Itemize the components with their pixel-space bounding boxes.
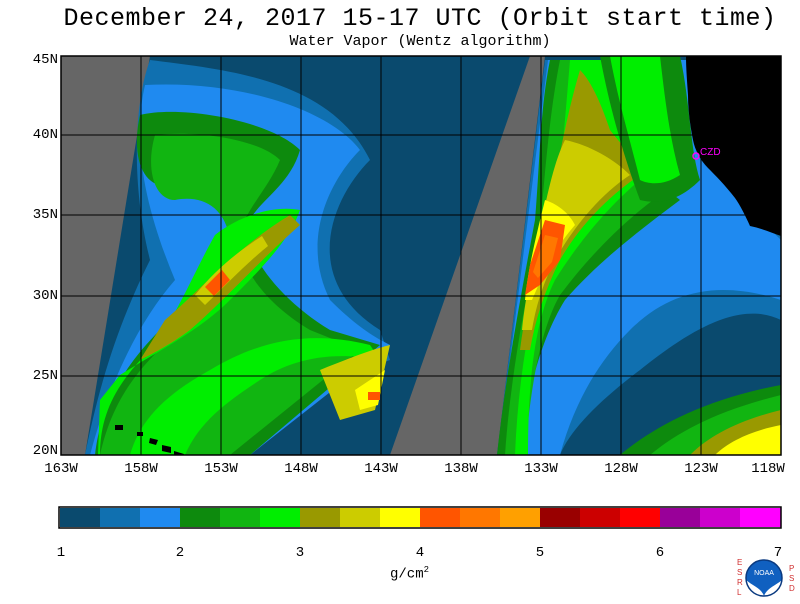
colorbar-tick-6: 6: [655, 545, 665, 561]
colorbar-swatch: [540, 508, 581, 527]
map-image: [61, 56, 781, 455]
colorbar-tick-4: 4: [415, 545, 425, 561]
lon-label-158w: 158W: [124, 461, 158, 477]
lat-label-45n: 45N: [32, 52, 58, 68]
colorbar-swatch: [420, 508, 461, 527]
colorbar-swatch: [340, 508, 381, 527]
east-orange-core: [533, 235, 558, 278]
hawaii-islands: [115, 425, 184, 455]
colorbar-swatch: [460, 508, 501, 527]
station-czd-label: CZD: [700, 147, 721, 158]
logo-letter-d: D: [789, 584, 795, 593]
lon-label-143w: 143W: [364, 461, 398, 477]
logo-letter-p: P: [789, 564, 795, 573]
colorbar-swatch: [580, 508, 621, 527]
colorbar-swatch: [380, 508, 421, 527]
lon-label-153w: 153W: [204, 461, 238, 477]
lon-label-118w: 118W: [751, 461, 785, 477]
logo-letter-e: E: [737, 558, 743, 567]
colorbar-swatch: [620, 508, 661, 527]
page-title: December 24, 2017 15-17 UTC (Orbit start…: [63, 4, 777, 33]
map-frame: [60, 55, 782, 456]
noaa-emblem-icon: NOAA: [745, 559, 783, 597]
colorbar-swatch: [500, 508, 541, 527]
colorbar-swatch: [660, 508, 701, 527]
colorbar-frame: [58, 506, 782, 529]
colorbar-swatch: [140, 508, 181, 527]
colorbar-swatch: [60, 508, 101, 527]
station-czd-marker: [692, 152, 700, 160]
east-yellow: [522, 140, 630, 330]
colorbar-swatch: [300, 508, 341, 527]
lon-label-128w: 128W: [604, 461, 638, 477]
lon-label-163w: 163W: [44, 461, 78, 477]
west-orange-spot: [205, 270, 230, 296]
page-subtitle: Water Vapor (Wentz algorithm): [289, 33, 551, 50]
colorbar-swatch: [100, 508, 141, 527]
west-south-orange: [368, 392, 380, 400]
lon-label-148w: 148W: [284, 461, 318, 477]
lat-label-20n: 20N: [32, 443, 58, 459]
colorbar-unit: g/cm2: [390, 565, 430, 583]
colorbar-swatch: [180, 508, 221, 527]
logo-letter-s2: S: [789, 574, 795, 583]
map-grid: [61, 56, 781, 455]
colorbar-tick-7: 7: [773, 545, 783, 561]
logo-letter-s: S: [737, 568, 743, 577]
lon-label-133w: 133W: [524, 461, 558, 477]
lat-label-35n: 35N: [32, 207, 58, 223]
colorbar-swatch: [260, 508, 301, 527]
north-america-land: [686, 56, 781, 236]
noaa-esrl-psd-logo: NOAA E S R L P S D: [733, 556, 795, 604]
lon-label-123w: 123W: [684, 461, 718, 477]
colorbar-tick-5: 5: [535, 545, 545, 561]
logo-letter-l: L: [737, 588, 742, 597]
logo-letter-r: R: [737, 578, 743, 587]
east-se-yellow: [715, 425, 781, 455]
colorbar-tick-1: 1: [56, 545, 66, 561]
lat-label-30n: 30N: [32, 288, 58, 304]
colorbar-swatch: [220, 508, 261, 527]
lon-label-138w: 138W: [444, 461, 478, 477]
colorbar-tick-2: 2: [175, 545, 185, 561]
lat-label-40n: 40N: [32, 127, 58, 143]
east-ne-bright: [610, 56, 680, 184]
colorbar-swatch: [740, 508, 781, 527]
lat-label-25n: 25N: [32, 368, 58, 384]
colorbar-tick-3: 3: [295, 545, 305, 561]
colorbar-swatch: [700, 508, 741, 527]
emblem-text: NOAA: [754, 570, 774, 577]
colorbar: [60, 508, 781, 527]
